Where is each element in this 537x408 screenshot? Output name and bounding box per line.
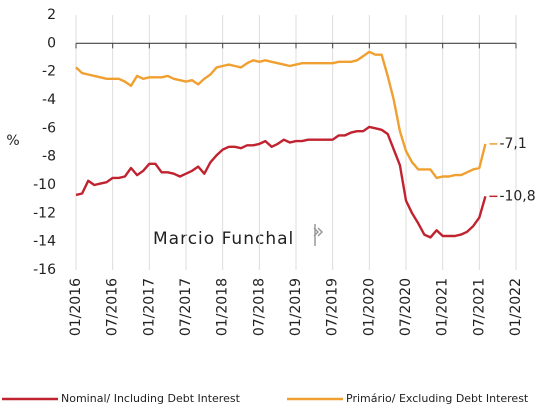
x-tick-label: 01/2018 <box>215 278 231 336</box>
legend-label: Nominal/ Including Debt Interest <box>61 392 241 405</box>
x-tick-label: 07/2019 <box>325 278 341 336</box>
x-tick-label: 01/2017 <box>141 278 157 336</box>
legend-label: Primário/ Excluding Debt Interest <box>346 392 529 405</box>
x-tick-label: 01/2019 <box>288 278 304 336</box>
end-label: -10,8 <box>499 188 535 204</box>
y-tick-label: -14 <box>33 234 56 250</box>
x-tick-label: 01/2022 <box>508 278 524 336</box>
x-tick-label: 01/2020 <box>361 278 377 336</box>
y-tick-label: -16 <box>33 262 56 278</box>
y-tick-label: -12 <box>33 205 56 221</box>
watermark: Marcio Funchal <box>153 229 294 249</box>
x-tick-label: 07/2016 <box>105 278 121 336</box>
legend: Nominal/ Including Debt Interest Primário… <box>2 392 529 405</box>
x-tick-label: 07/2021 <box>471 278 487 336</box>
y-axis-label: % <box>6 133 19 149</box>
x-tick-label: 07/2017 <box>178 278 194 336</box>
y-tick-label: -10 <box>33 177 56 193</box>
y-tick-label: -4 <box>42 92 56 108</box>
y-tick-label: 2 <box>47 7 56 23</box>
y-tick-label: -2 <box>42 64 56 80</box>
x-tick-label: 01/2021 <box>435 278 451 336</box>
watermark-icon <box>313 224 324 246</box>
x-tick-label: 01/2016 <box>68 278 84 336</box>
x-tick-label: 07/2018 <box>251 278 267 336</box>
series-line <box>75 125 487 239</box>
x-tick-label: 07/2020 <box>398 278 414 336</box>
y-tick-label: 0 <box>47 35 56 51</box>
y-tick-label: -8 <box>42 149 56 165</box>
y-tick-label: -6 <box>42 120 56 136</box>
end-label: -7,1 <box>499 136 526 152</box>
series-line <box>75 50 487 180</box>
